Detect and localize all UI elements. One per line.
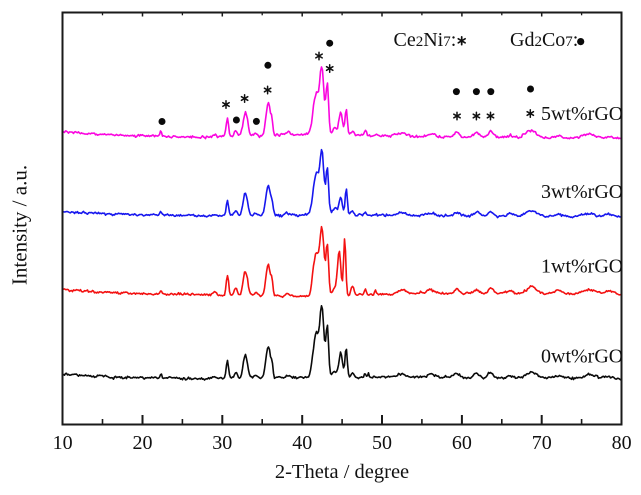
svg-text:10: 10 bbox=[53, 432, 73, 454]
svg-text:0wt%rGO: 0wt%rGO bbox=[541, 346, 623, 368]
svg-text:5wt%rGO: 5wt%rGO bbox=[541, 103, 623, 125]
svg-text:50: 50 bbox=[372, 432, 392, 454]
svg-text:3wt%rGO: 3wt%rGO bbox=[541, 181, 623, 203]
svg-text:Gd2Co7:: Gd2Co7: bbox=[510, 29, 578, 51]
svg-text:Ce2Ni7:: Ce2Ni7: bbox=[394, 29, 457, 51]
svg-text:Intensity / a.u.: Intensity / a.u. bbox=[8, 165, 32, 285]
svg-text:2-Theta / degree: 2-Theta / degree bbox=[275, 461, 409, 483]
svg-text:40: 40 bbox=[292, 432, 312, 454]
svg-text:1wt%rGO: 1wt%rGO bbox=[541, 256, 623, 278]
svg-text:70: 70 bbox=[532, 432, 552, 454]
svg-text:60: 60 bbox=[452, 432, 472, 454]
svg-text:80: 80 bbox=[612, 432, 632, 454]
svg-text:30: 30 bbox=[212, 432, 232, 454]
svg-text:20: 20 bbox=[133, 432, 153, 454]
